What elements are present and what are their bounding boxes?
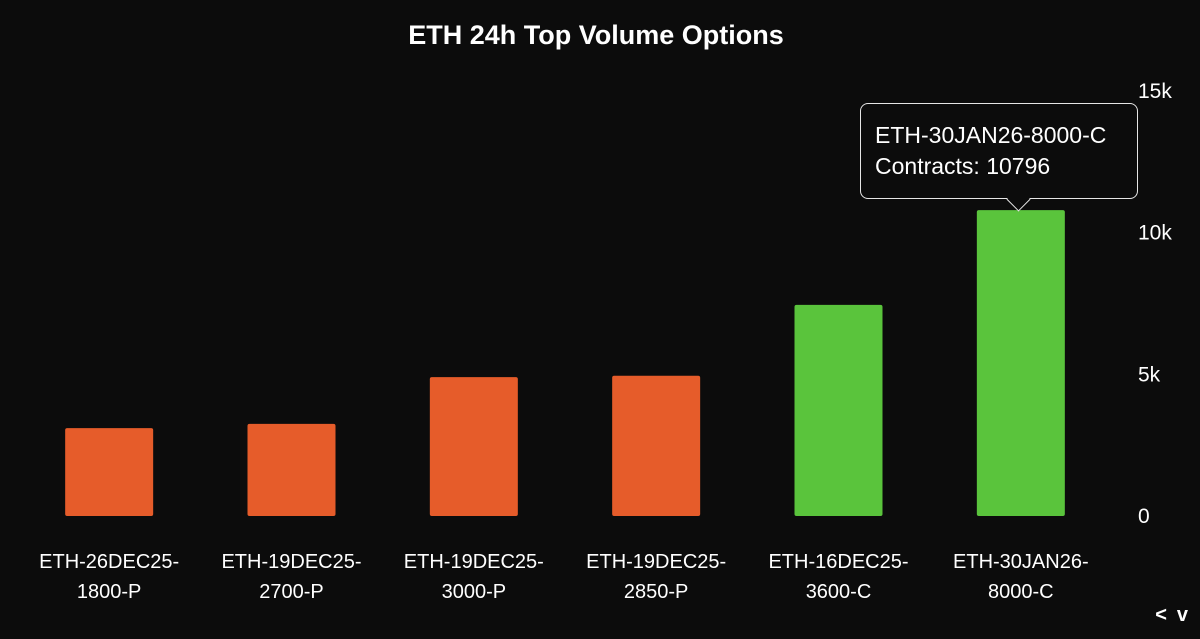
tooltip: ETH-30JAN26-8000-C Contracts: 10796	[860, 103, 1138, 212]
y-axis: 0 5k 10k 15k	[1138, 80, 1172, 528]
next-page-button[interactable]: v	[1176, 604, 1188, 626]
y-tick-label-4: 15k	[1138, 80, 1172, 103]
x-tick-label-6: ETH-30JAN26-8000-C	[953, 551, 1089, 603]
bar-6[interactable]	[976, 210, 1065, 516]
y-tick-label-3: 10k	[1138, 222, 1172, 245]
tooltip-value: Contracts: 10796	[875, 153, 1051, 179]
bar-1[interactable]	[65, 428, 154, 516]
x-tick-label-4: ETH-19DEC25-2850-P	[586, 551, 726, 603]
bar-3[interactable]	[429, 377, 518, 516]
y-tick-label-2: 5k	[1138, 363, 1161, 386]
x-tick-label-3: ETH-19DEC25-3000-P	[404, 551, 544, 603]
x-axis: ETH-26DEC25-1800-P ETH-19DEC25-2700-P ETH-…	[39, 551, 1088, 603]
x-tick-label-2: ETH-19DEC25-2700-P	[221, 551, 361, 603]
x-tick-label-1: ETH-26DEC25-1800-P	[39, 551, 179, 603]
x-tick-label-5: ETH-16DEC25-3600-C	[768, 551, 908, 603]
bar-4[interactable]	[612, 375, 701, 516]
bar-5[interactable]	[794, 304, 883, 516]
bars-group	[65, 210, 1065, 516]
bar-2[interactable]	[247, 423, 336, 516]
chart-title: ETH 24h Top Volume Options	[408, 20, 784, 50]
y-tick-label-1: 0	[1138, 505, 1150, 528]
pager: < v	[1155, 604, 1188, 627]
previous-page-button[interactable]: <	[1155, 604, 1167, 626]
tooltip-title: ETH-30JAN26-8000-C	[875, 122, 1107, 148]
